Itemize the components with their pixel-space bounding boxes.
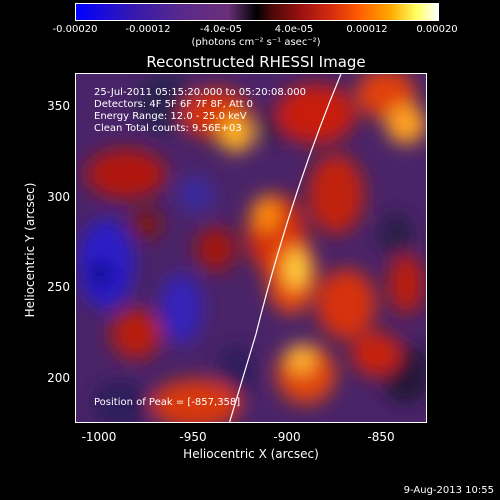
y-axis-label: Heliocentric Y (arcsec) bbox=[23, 182, 37, 318]
x-tick-label: -850 bbox=[367, 430, 395, 444]
generation-timestamp: 9-Aug-2013 10:55 bbox=[403, 485, 494, 496]
plot-title: Reconstructed RHESSI Image bbox=[146, 53, 366, 71]
colorbar-tick-label: 4.0e-05 bbox=[274, 24, 314, 35]
colorbar bbox=[75, 3, 439, 21]
x-tick-label: -1000 bbox=[81, 430, 117, 444]
colorbar-units: (photons cm⁻² s⁻¹ asec⁻²) bbox=[191, 37, 321, 48]
info-peak-position: Position of Peak = [-857,358] bbox=[94, 397, 241, 408]
x-tick-label: -900 bbox=[273, 430, 301, 444]
colorbar-tick-label: -0.00012 bbox=[125, 24, 171, 35]
y-tick-label: 250 bbox=[47, 280, 70, 294]
x-axis-label: Heliocentric X (arcsec) bbox=[183, 447, 319, 461]
y-tick-label: 200 bbox=[47, 371, 70, 385]
colorbar-tick-label: 0.00012 bbox=[346, 24, 388, 35]
rhessi-image-plot[interactable] bbox=[75, 73, 427, 423]
solar-limb-curve bbox=[228, 74, 342, 422]
colorbar-tick-label: -4.0e-05 bbox=[200, 24, 242, 35]
heatmap-blobs bbox=[78, 74, 426, 422]
colorbar-gradient bbox=[76, 4, 438, 20]
colorbar-tick-label: -0.00020 bbox=[52, 24, 98, 35]
info-time-range: 25-Jul-2011 05:15:20.000 to 05:20:08.000 bbox=[94, 87, 306, 98]
y-tick-label: 350 bbox=[47, 99, 70, 113]
colorbar-tick-label: 0.00020 bbox=[416, 24, 458, 35]
info-energy-range: Energy Range: 12.0 - 25.0 keV bbox=[94, 111, 247, 122]
info-clean-counts: Clean Total counts: 9.56E+03 bbox=[94, 123, 242, 134]
info-detectors: Detectors: 4F 5F 6F 7F 8F, Att 0 bbox=[94, 99, 254, 110]
heatmap-svg bbox=[76, 74, 426, 422]
y-tick-label: 300 bbox=[47, 190, 70, 204]
x-tick-label: -950 bbox=[179, 430, 207, 444]
